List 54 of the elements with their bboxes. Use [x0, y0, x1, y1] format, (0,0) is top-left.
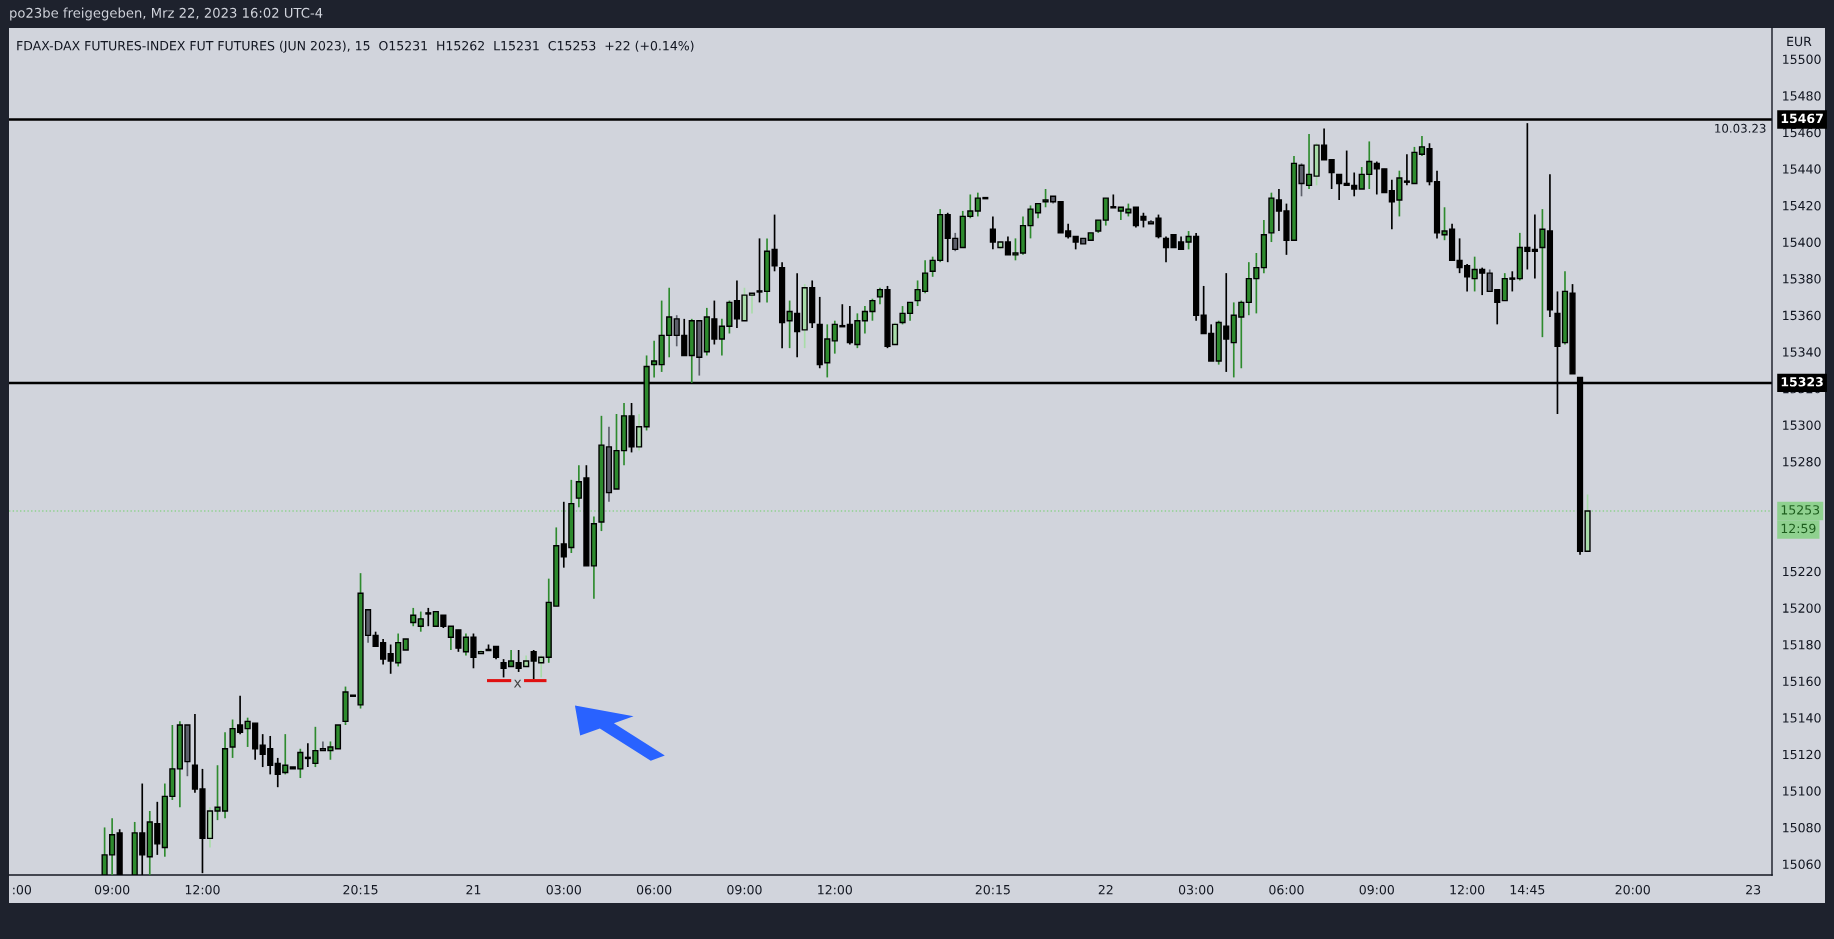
- y-tick-label: 15180: [1783, 639, 1821, 650]
- y-tick-label: 15340: [1783, 347, 1821, 357]
- x-tick-label: 03:00: [546, 884, 581, 895]
- annotation: 10.03.23: [1715, 123, 1766, 133]
- x-tick-label: 09:00: [1359, 884, 1394, 895]
- y-tick-label: 15120: [1783, 749, 1821, 760]
- x-tick-label: 03:00: [1178, 884, 1214, 895]
- y-tick-label: 15440: [1783, 164, 1821, 174]
- y-tick-label: 15420: [1783, 200, 1821, 211]
- text: FDAX-DAX FUTURES-INDEX FUT FUTURES (JUN 2023), 15 O15231 H15262 L15231 C15253 +22 (+0.14%): [17, 40, 694, 53]
- y-tick-label: 15500: [1783, 54, 1821, 65]
- y-tick-label: 15480: [1783, 91, 1821, 101]
- y-tick-label: 15380: [1783, 274, 1821, 284]
- y-tick-label: 15160: [1783, 676, 1821, 687]
- x-tick-label: 09:00: [94, 884, 130, 895]
- x-tick-label: 12:00: [818, 884, 852, 895]
- ref-line-label: 15323: [1781, 377, 1823, 387]
- x-tick-label: 12:00: [185, 884, 220, 895]
- chart-subtitle: po23be freigegeben, Mrz 22, 2023 16:02 UTC-4: [10, 7, 323, 21]
- candlestick: [1531, 213, 1538, 280]
- x-tick-label: 21: [466, 884, 481, 895]
- x-tick-label: 22: [1098, 884, 1113, 895]
- y-tick-label: 15200: [1783, 603, 1821, 613]
- y-tick-label: 15400: [1783, 237, 1821, 247]
- x-tick-label: :00: [13, 884, 32, 895]
- candlestick: [410, 607, 417, 628]
- x-tick-label: 20:15: [343, 884, 378, 895]
- y-tick-label: 15360: [1783, 310, 1821, 321]
- y-tick-label: 15280: [1783, 457, 1821, 467]
- y-tick-label: 15100: [1783, 786, 1821, 796]
- text: 12:59: [1781, 523, 1816, 534]
- x-tick-label: 23: [1746, 884, 1761, 895]
- x-tick-label: 20:15: [975, 884, 1010, 895]
- x-tick-label: 09:00: [727, 884, 762, 895]
- candlestick: [1328, 158, 1335, 190]
- x-tick-label: 14:45: [1510, 885, 1545, 895]
- x-tick-label: 12:00: [1450, 884, 1485, 895]
- y-tick-label: 15220: [1783, 566, 1821, 577]
- ref-line-label: 15467: [1781, 113, 1823, 124]
- x-tick-label: 06:00: [1269, 884, 1304, 895]
- candlestick: [424, 607, 433, 628]
- candlestick: [1336, 173, 1343, 201]
- y-axis-title: EUR: [1787, 36, 1812, 47]
- candlestick: [651, 339, 658, 379]
- candlestick: [417, 610, 424, 633]
- y-tick-label: 15140: [1783, 713, 1821, 723]
- ref-line-label: 15253: [1781, 505, 1820, 515]
- y-tick-label: 15300: [1783, 420, 1821, 430]
- x-tick-label: 20:00: [1615, 884, 1650, 895]
- y-tick-label: 15460: [1783, 127, 1821, 138]
- annotation: x: [513, 679, 522, 688]
- y-tick-label: 15080: [1783, 822, 1821, 833]
- x-tick-label: 06:00: [636, 884, 672, 895]
- y-tick-label: 15060: [1783, 859, 1821, 869]
